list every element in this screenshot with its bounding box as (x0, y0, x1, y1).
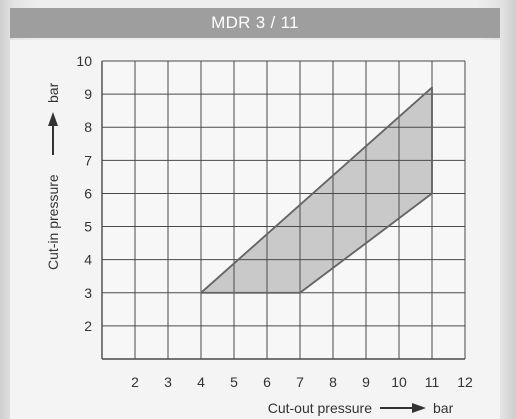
x-tick-label: 11 (425, 374, 440, 390)
y-tick-label: 2 (84, 318, 92, 334)
y-tick-label: 9 (84, 86, 92, 102)
x-tick-label: 9 (362, 374, 370, 390)
y-axis-arrowhead-icon (48, 112, 58, 126)
y-tick-label: 8 (84, 119, 92, 135)
x-tick-label: 3 (164, 374, 172, 390)
x-tick-label: 4 (197, 374, 205, 390)
x-tick-label: 10 (391, 374, 407, 390)
x-tick-label: 8 (329, 374, 337, 390)
x-axis-unit: bar (433, 400, 454, 416)
y-tick-label: 3 (84, 285, 92, 301)
y-tick-label: 10 (76, 53, 92, 69)
y-tick-label: 7 (84, 152, 92, 168)
y-tick-label: 4 (84, 252, 92, 268)
y-axis-label: Cut-in pressure (45, 174, 61, 270)
chart-title: MDR 3 / 11 (10, 8, 500, 38)
y-tick-label: 5 (84, 219, 92, 235)
x-tick-label: 2 (131, 374, 139, 390)
y-axis-unit: bar (45, 82, 61, 103)
x-tick-label: 6 (263, 374, 271, 390)
x-axis-arrowhead-icon (412, 403, 426, 413)
x-tick-label: 12 (457, 374, 473, 390)
x-tick-label: 5 (230, 374, 238, 390)
x-tick-label: 7 (296, 374, 304, 390)
x-axis-label: Cut-out pressure (268, 400, 372, 416)
y-axis-title-group: Cut-in pressure bar (45, 82, 61, 270)
operating-range-outline (200, 86, 433, 294)
y-tick-label: 6 (84, 185, 92, 201)
